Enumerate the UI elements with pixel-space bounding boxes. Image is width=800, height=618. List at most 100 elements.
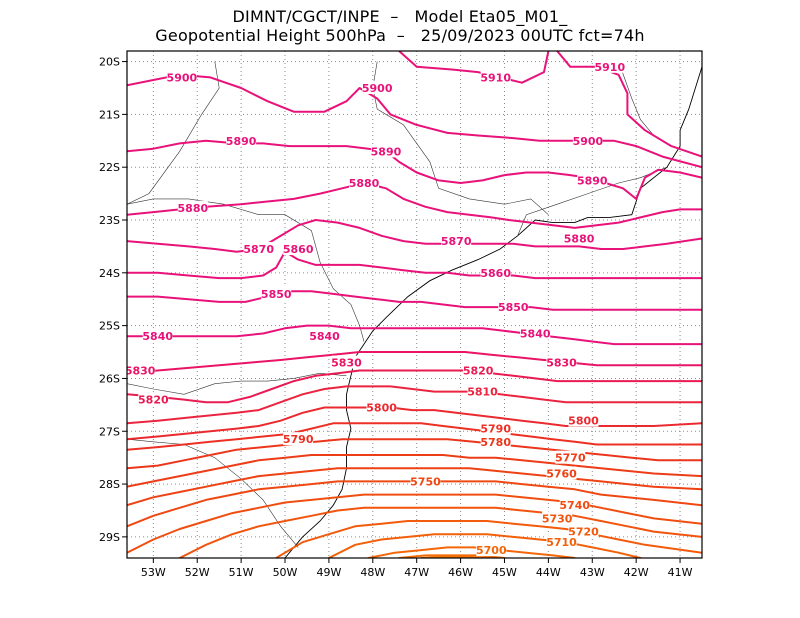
contour-5820 xyxy=(127,369,702,404)
tick-label-lon: 44W xyxy=(536,566,561,579)
contour-label-bg xyxy=(366,400,397,414)
contour-5910 xyxy=(556,51,702,158)
contour-5780 xyxy=(127,438,702,470)
contour-label-bg xyxy=(555,450,586,464)
contour-label: 5900 xyxy=(573,135,604,148)
state-border xyxy=(127,372,347,395)
contour-label-bg xyxy=(577,173,608,187)
contour-label-bg xyxy=(261,286,292,300)
contour-label: 5810 xyxy=(467,386,498,399)
contour-label: 5800 xyxy=(366,401,397,414)
contour-label-bg xyxy=(463,363,494,377)
contour-label-bg xyxy=(349,176,380,190)
contour-label-bg xyxy=(568,413,599,427)
contour-5890 xyxy=(127,139,702,200)
contour-label-bg xyxy=(559,498,590,512)
contour-label: 5850 xyxy=(261,288,292,301)
tick-label-lon: 42W xyxy=(624,566,649,579)
contour-label-bg xyxy=(142,329,173,343)
contour-5850 xyxy=(127,290,702,311)
contour-label: 5830 xyxy=(546,357,577,370)
contour-label-bg xyxy=(283,432,314,446)
contour-label: 5900 xyxy=(362,82,393,95)
tick-label-lat: 28S xyxy=(99,478,120,491)
contour-5870 xyxy=(127,219,702,253)
contour-5700 xyxy=(367,546,576,558)
contour-label: 5860 xyxy=(283,243,314,256)
map-title-line-1: DIMNT/CGCT/INPE – Model Eta05_M01_ xyxy=(232,7,568,26)
tick-label-lon: 41W xyxy=(668,566,693,579)
contour-label-bg xyxy=(243,242,274,256)
contour-label: 5910 xyxy=(480,71,511,84)
contour-label-bg xyxy=(480,265,511,279)
contour-label-bg xyxy=(370,144,401,158)
contour-label-bg xyxy=(283,242,314,256)
contour-label-bg xyxy=(480,70,511,84)
contour-labels: 5910 5910 5900 5900 5900 5890 5890 5890 5880 5880… xyxy=(125,59,625,557)
contour-label-bg xyxy=(520,326,551,340)
contour-label: 5850 xyxy=(498,301,529,314)
coastline xyxy=(284,66,702,558)
contour-5720 xyxy=(275,520,702,558)
contour-label-bg xyxy=(476,543,507,557)
contour-label: 5900 xyxy=(167,71,198,84)
map-frame xyxy=(126,50,703,559)
contour-label: 5740 xyxy=(559,499,590,512)
axis-ticks: 53W 52W 51W 50W 49W 48W 47W 46W 45W 44W 43W 42W 41W 2… xyxy=(99,56,693,579)
contour-label: 5790 xyxy=(480,423,511,436)
contour-label-bg xyxy=(127,363,156,377)
tick-label-lat: 29S xyxy=(99,531,120,544)
contour-label-bg xyxy=(568,524,599,538)
tick-label-lon: 49W xyxy=(316,566,341,579)
contour-label: 5840 xyxy=(142,330,173,343)
tick-label-lon: 53W xyxy=(141,566,166,579)
state-border xyxy=(127,198,365,342)
contour-label: 5830 xyxy=(125,365,156,378)
contour-5830 xyxy=(127,351,702,375)
tick-label-lat: 25S xyxy=(99,320,120,333)
contour-5790 xyxy=(127,422,702,451)
tick-label-lon: 51W xyxy=(229,566,254,579)
contour-label-bg xyxy=(138,392,169,406)
contour-label-bg xyxy=(546,466,577,480)
contour-label: 5880 xyxy=(564,232,595,245)
contour-5710 xyxy=(327,533,642,558)
tick-label-lon: 45W xyxy=(492,566,517,579)
contour-5730 xyxy=(178,506,702,558)
contour-label-bg xyxy=(362,80,393,94)
contour-label-bg xyxy=(542,511,573,525)
map-title-line-2: Geopotential Height 500hPa – 25/09/2023 … xyxy=(155,26,645,45)
state-border xyxy=(517,166,668,236)
contour-label-bg xyxy=(177,200,208,214)
contour-label-bg xyxy=(564,231,595,245)
tick-label-lat: 23S xyxy=(99,214,120,227)
contour-label-bg xyxy=(331,355,362,369)
contour-label-bg xyxy=(594,59,625,73)
contour-label: 5890 xyxy=(577,174,608,187)
contour-label-bg xyxy=(546,535,577,549)
contour-label: 5800 xyxy=(568,415,599,428)
contour-5770 xyxy=(127,454,702,488)
contour-5840 xyxy=(127,324,702,346)
contour-label-bg xyxy=(480,434,511,448)
contour-label: 5870 xyxy=(441,235,472,248)
state-border xyxy=(372,61,549,215)
tick-label-lat: 27S xyxy=(99,425,120,438)
contour-label-bg xyxy=(546,355,577,369)
contour-5900 xyxy=(127,73,702,169)
tick-label-lat: 22S xyxy=(99,161,120,174)
contour-label-bg xyxy=(480,421,511,435)
contour-label: 5700 xyxy=(476,544,507,557)
tick-label-lat: 24S xyxy=(99,267,120,280)
contour-5760 xyxy=(127,467,702,507)
contour-label-bg xyxy=(166,70,197,84)
contour-label: 5770 xyxy=(555,452,586,465)
contour-label: 5880 xyxy=(178,202,209,215)
tick-label-lon: 47W xyxy=(404,566,429,579)
contour-label-bg xyxy=(410,474,441,488)
tick-label-lon: 43W xyxy=(580,566,605,579)
contour-label: 5860 xyxy=(480,267,511,280)
tick-label-lat: 21S xyxy=(99,108,120,121)
contour-label: 5750 xyxy=(410,475,441,488)
contour-5750 xyxy=(127,480,702,528)
